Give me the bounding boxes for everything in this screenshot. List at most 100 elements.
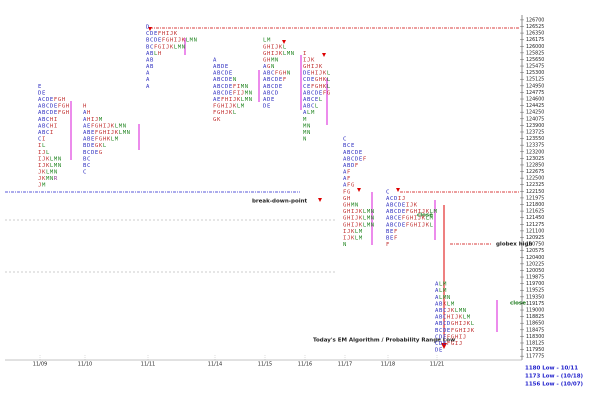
tpo-row: MN xyxy=(303,129,311,135)
tpo-row: ABCD xyxy=(263,90,279,96)
tpo-row: ABDE xyxy=(213,64,229,70)
tpo-row: GHIJKLMN xyxy=(263,50,295,56)
tpo-row: BEF xyxy=(386,228,398,234)
tpo-row: JKMNR xyxy=(38,176,58,182)
tpo-row: JM xyxy=(38,182,46,188)
y-tick-label: 125825 xyxy=(526,50,544,56)
tpo-row: GHIJK xyxy=(303,64,323,70)
tpo-row: F xyxy=(386,242,390,248)
tpo-row: D xyxy=(146,24,150,30)
tpo-row: GHMN xyxy=(343,202,359,208)
y-tick-label: 126000 xyxy=(526,44,544,50)
y-tick-label: 123025 xyxy=(526,156,544,162)
tpo-row: AF xyxy=(343,176,351,182)
tpo-row: GH xyxy=(343,195,351,201)
tpo-row: ABKLM xyxy=(435,301,455,307)
tpo-row: ALM xyxy=(435,288,447,294)
tpo-row: C xyxy=(343,136,347,142)
y-tick-label: 118475 xyxy=(526,327,544,333)
x-tick-label: 11/21 xyxy=(430,362,444,368)
tpo-row: GK xyxy=(213,116,221,122)
annotation: close xyxy=(417,213,433,219)
tpo-row: ABCDEFGH xyxy=(38,103,70,109)
y-tick-label: 118825 xyxy=(526,314,544,320)
y-tick-label: 122150 xyxy=(526,189,544,195)
tpo-row: ABCFGHN xyxy=(263,70,291,76)
y-tick-label: 125300 xyxy=(526,70,544,76)
tpo-row: ABCDE xyxy=(213,70,233,76)
tpo-row: BEF xyxy=(386,235,398,241)
tpo-row: BC xyxy=(83,156,91,162)
tpo-row: DEHIJKL xyxy=(303,70,331,76)
y-tick-label: 119000 xyxy=(526,308,544,314)
tpo-row: BCDEFGHIJK xyxy=(435,327,475,333)
note: 1156 Low - (10/07) xyxy=(525,382,584,388)
tpo-row: FG xyxy=(343,189,351,195)
tpo-row: ALM xyxy=(303,110,315,116)
y-tick-label: 118125 xyxy=(526,340,544,346)
tpo-row: BCFGIJKLMN xyxy=(146,44,186,50)
tpo-row: DE xyxy=(263,103,271,109)
y-tick-label: 121450 xyxy=(526,215,544,221)
tpo-row: CDEFGHIJ xyxy=(435,334,467,340)
tpo-row: I xyxy=(303,50,307,56)
profile: HAHAHIJMAEFGHIJKLMNABEFGHIJKLMNABEFGHKLM… xyxy=(83,103,130,175)
tpo-row: CDEFGIJ xyxy=(435,340,463,346)
profile: DCDEFHIJKBCDEFGHIJKLMNBCFGIJKLMNABLHABAB… xyxy=(146,24,197,89)
y-tick-label: 120925 xyxy=(526,235,544,241)
marker xyxy=(357,188,361,192)
annotation: Today's EM Algorithm / Probability Range… xyxy=(313,338,455,344)
y-tick-label: 126350 xyxy=(526,31,544,37)
y-tick-label: 122500 xyxy=(526,176,544,182)
y-tick-label: 124950 xyxy=(526,83,544,89)
tpo-row: BCE xyxy=(343,143,355,149)
tpo-row: GHIJKLMN xyxy=(343,209,375,215)
profile: CACDIJABCDEIJKABCDEFGHIJKLMABCEFGHIJKLMA… xyxy=(386,189,437,248)
y-tick-label: 126525 xyxy=(526,24,544,30)
y-tick-label: 119700 xyxy=(526,281,544,287)
tpo-row: JKLMN xyxy=(38,169,58,175)
y-tick-label: 123725 xyxy=(526,129,544,135)
y-tick-label: 117950 xyxy=(526,347,544,353)
x-tick-label: 11/16 xyxy=(298,362,312,368)
tpo-row: ABCDE xyxy=(343,149,363,155)
y-tick-label: 125650 xyxy=(526,57,544,63)
tpo-row: N xyxy=(303,136,307,142)
tpo-row: BC xyxy=(83,162,91,168)
tpo-row: ABCDEFGH xyxy=(38,110,70,116)
tpo-row: AFG xyxy=(343,182,355,188)
y-tick-label: 121800 xyxy=(526,202,544,208)
y-tick-label: 124600 xyxy=(526,97,544,103)
tpo-row: IJKLM xyxy=(343,228,363,234)
marker xyxy=(148,27,152,31)
tpo-row: ABCEFGHIJKLM xyxy=(386,215,434,221)
x-tick-label: 11/10 xyxy=(78,362,92,368)
tpo-row: ABCDEFIJMN xyxy=(213,90,253,96)
y-tick-label: 122325 xyxy=(526,182,544,188)
y-tick-label: 124075 xyxy=(526,116,544,122)
tpo-row: CDEFHIJK xyxy=(146,31,178,37)
y-tick-label: 123900 xyxy=(526,123,544,129)
tpo-row: AB xyxy=(146,64,154,70)
tpo-row: CDEGHKL xyxy=(303,77,331,83)
tpo-row: IJKLMN xyxy=(38,156,62,162)
marker xyxy=(322,53,326,57)
y-tick-label: 125125 xyxy=(526,77,544,83)
profile: AABDEABCDEABCDENABCDEFIMNABCDEFIJMNAEFHI… xyxy=(213,57,253,122)
profile: CBCEABCDEABCDEFABDFAFAFAFGFGGHGHMNGHIJKL… xyxy=(343,136,375,248)
tpo-row: CEFGHKL xyxy=(303,83,331,89)
tpo-row: ABCHI xyxy=(38,123,58,129)
tpo-row: ABCHI xyxy=(38,116,58,122)
y-tick-label: 118300 xyxy=(526,334,544,340)
tpo-row: ABCDEN xyxy=(213,77,237,83)
tpo-row: ACDIJ xyxy=(386,195,406,201)
tpo-row: ABCDEF xyxy=(263,77,287,83)
y-tick-label: 123200 xyxy=(526,149,544,155)
tpo-row: A xyxy=(146,70,150,76)
y-tick-label: 119875 xyxy=(526,275,544,281)
tpo-row: IJK xyxy=(303,57,315,63)
tpo-row: ABCDEIJK xyxy=(386,202,418,208)
tpo-row: FGHIJKLM xyxy=(213,103,245,109)
y-tick-label: 120575 xyxy=(526,248,544,254)
